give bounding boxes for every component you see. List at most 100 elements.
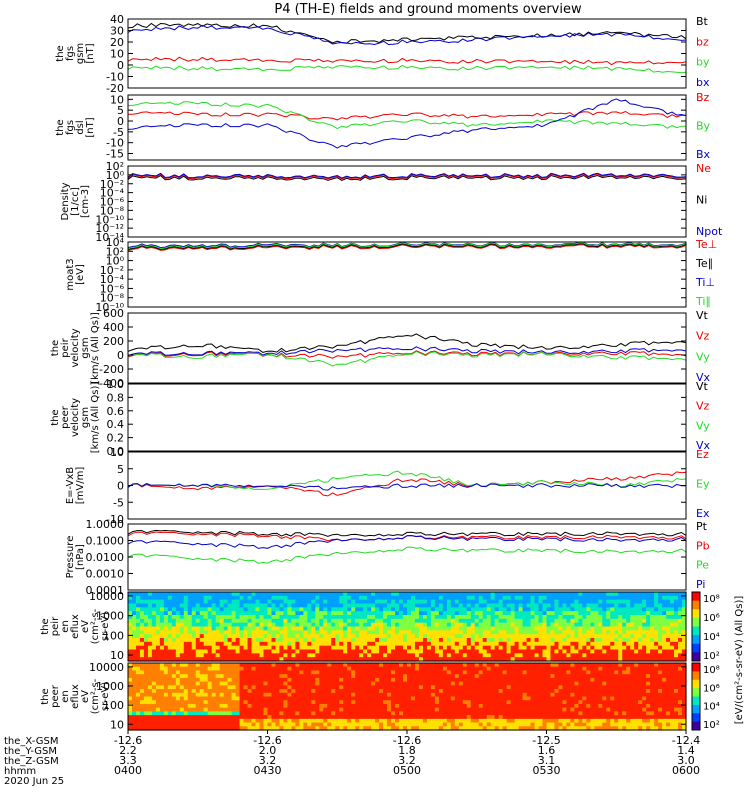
heatmap-cell	[490, 626, 496, 631]
heatmap-cell	[490, 711, 496, 716]
heatmap-cell	[351, 615, 356, 620]
heatmap-cell	[151, 689, 157, 694]
heatmap-cell	[255, 692, 261, 698]
heatmap-cell	[598, 645, 603, 651]
heatmap-cell	[307, 670, 312, 675]
heatmap-cell	[219, 674, 225, 679]
heatmap-cell	[247, 630, 253, 635]
series-line-By	[127, 101, 687, 130]
heatmap-cell	[331, 677, 336, 683]
heatmap-cell	[434, 677, 440, 683]
heatmap-cell	[291, 715, 296, 720]
heatmap-cell	[331, 641, 336, 647]
heatmap-cell	[211, 726, 217, 731]
heatmap-cell	[351, 626, 356, 631]
heatmap-cell	[179, 622, 185, 628]
heatmap-cell	[291, 689, 296, 694]
heatmap-cell	[379, 603, 384, 608]
heatmap-cell	[195, 666, 201, 672]
heatmap-cell	[586, 681, 591, 686]
heatmap-cell	[371, 666, 376, 672]
heatmap-cell	[582, 696, 587, 701]
heatmap-cell	[371, 595, 376, 601]
heatmap-cell	[403, 649, 408, 654]
heatmap-cell	[538, 696, 544, 701]
heatmap-cell	[287, 722, 293, 727]
heatmap-cell	[514, 634, 520, 639]
heatmap-cell	[315, 634, 320, 639]
heatmap-cell	[466, 630, 472, 635]
heatmap-cell	[546, 653, 552, 658]
heatmap-cell	[363, 607, 368, 612]
heatmap-cell	[243, 681, 249, 686]
heatmap-cell	[128, 641, 133, 647]
heatmap-cell	[438, 711, 444, 716]
heatmap-cell	[582, 611, 587, 616]
heatmap-cell	[506, 634, 512, 639]
heatmap-cell	[407, 700, 412, 705]
heatmap-cell	[518, 618, 524, 624]
heatmap-cell	[139, 630, 145, 635]
heatmap-cell	[391, 700, 396, 705]
heatmap-cell	[191, 670, 197, 675]
heatmap-cell	[594, 674, 599, 679]
heatmap-cell	[470, 595, 476, 601]
heatmap-cell	[486, 595, 492, 601]
heatmap-cell	[510, 599, 516, 605]
heatmap-cell	[546, 692, 552, 698]
heatmap-cell	[470, 599, 476, 605]
heatmap-cell	[231, 722, 237, 727]
legend-entry: Pi	[696, 578, 705, 591]
heatmap-cell	[395, 689, 400, 694]
heatmap-cell	[642, 630, 647, 635]
heatmap-cell	[582, 626, 587, 631]
heatmap-cell	[582, 663, 587, 668]
heatmap-cell	[582, 692, 587, 698]
heatmap-cell	[335, 700, 340, 705]
heatmap-cell	[506, 700, 512, 705]
heatmap-cell	[634, 630, 639, 635]
heatmap-cell	[128, 707, 133, 712]
heatmap-cell	[331, 711, 336, 716]
heatmap-cell	[474, 707, 480, 712]
heatmap-cell	[662, 592, 667, 597]
heatmap-cell	[606, 645, 611, 651]
heatmap-cell	[482, 630, 488, 635]
heatmap-cell	[642, 615, 647, 620]
y-axis-label: eV	[80, 620, 91, 633]
heatmap-cell	[594, 677, 599, 683]
y-tick-label: 10⁻⁸	[100, 292, 125, 305]
heatmap-cell	[486, 638, 492, 643]
heatmap-cell	[486, 653, 492, 658]
heatmap-cell	[259, 722, 265, 727]
heatmap-cell	[223, 626, 229, 631]
heatmap-cell	[191, 689, 197, 694]
heatmap-cell	[442, 603, 448, 608]
heatmap-cell	[634, 638, 639, 643]
heatmap-cell	[626, 611, 631, 616]
heatmap-cell	[650, 630, 655, 635]
heatmap-cell	[514, 707, 520, 712]
heatmap-cell	[275, 718, 281, 724]
heatmap-cell	[538, 622, 544, 628]
heatmap-cell	[323, 603, 328, 608]
heatmap-cell	[151, 645, 157, 651]
heatmap-cell	[275, 711, 281, 716]
heatmap-cell	[650, 626, 655, 631]
heatmap-cell	[179, 722, 185, 727]
heatmap-cell	[151, 674, 157, 679]
heatmap-cell	[410, 692, 416, 698]
heatmap-cell	[311, 677, 316, 683]
heatmap-cell	[151, 657, 157, 662]
heatmap-cell	[271, 649, 277, 654]
heatmap-cell	[550, 670, 556, 675]
heatmap-cell	[259, 592, 265, 597]
heatmap-cell	[147, 666, 153, 672]
heatmap-cell	[299, 622, 304, 628]
heatmap-cell	[430, 670, 436, 675]
heatmap-cell	[502, 674, 508, 679]
heatmap-cell	[458, 696, 464, 701]
heatmap-cell	[474, 592, 480, 597]
heatmap-cell	[287, 595, 293, 601]
heatmap-cell	[514, 696, 520, 701]
